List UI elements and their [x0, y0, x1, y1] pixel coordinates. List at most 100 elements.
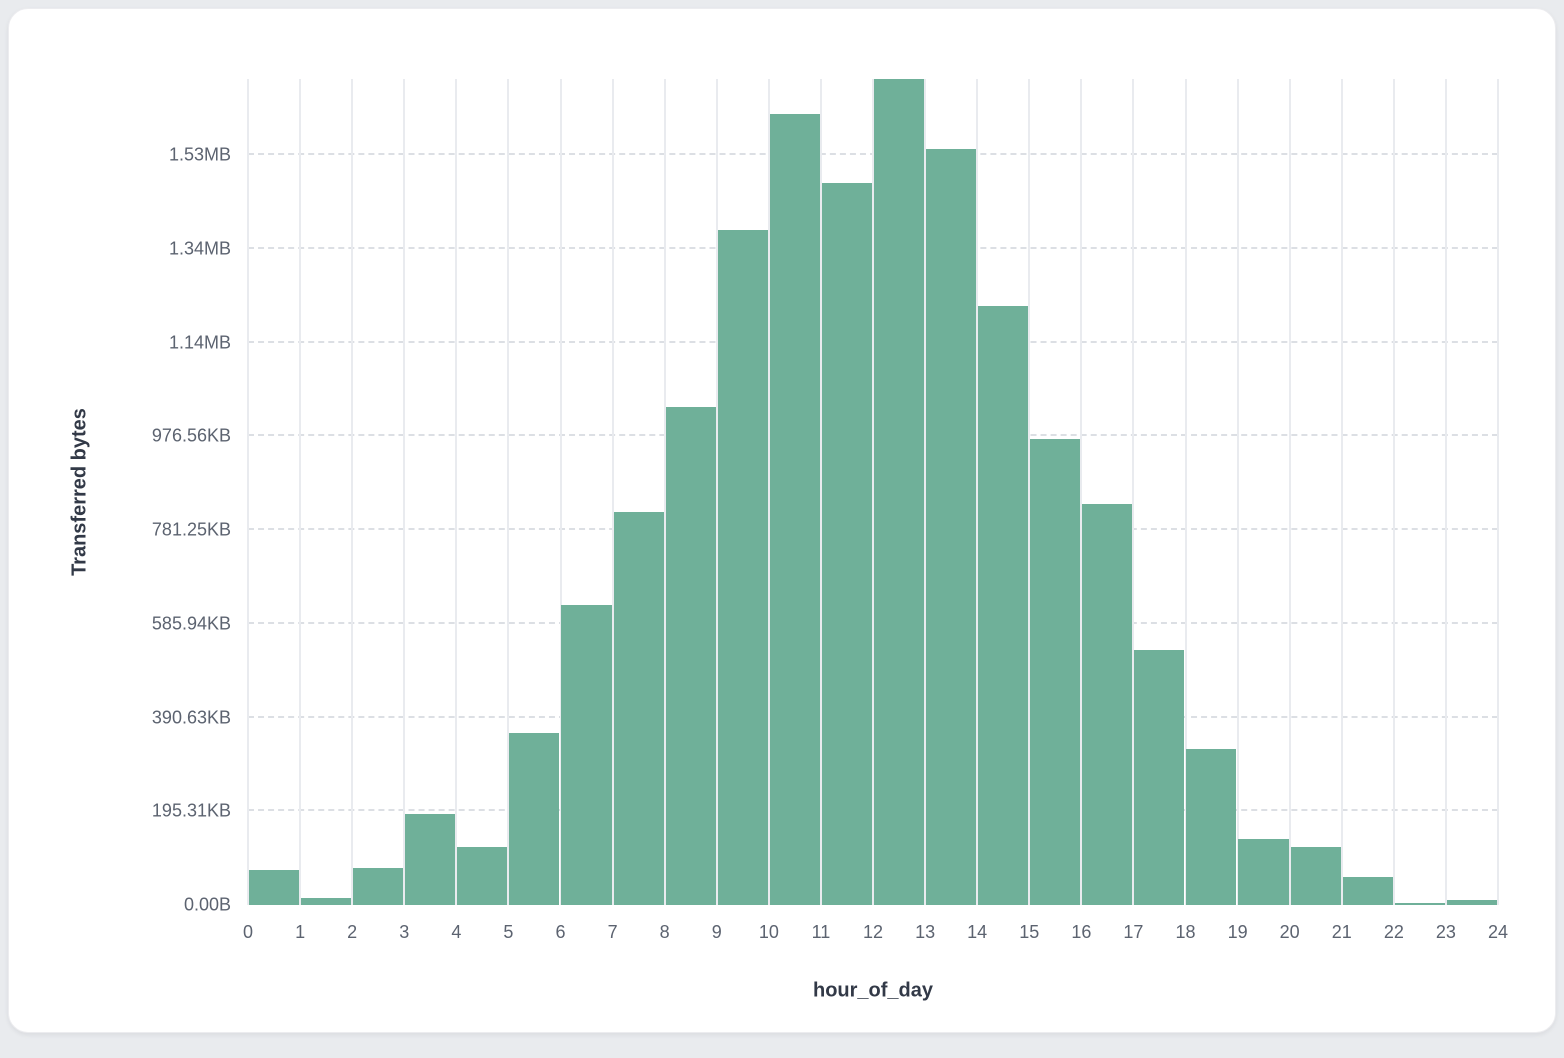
x-tick-label: 19 — [1227, 922, 1248, 942]
grid-layer — [247, 79, 1499, 905]
bar-hour-22[interactable] — [1394, 903, 1445, 905]
bar-hour-3[interactable] — [405, 813, 456, 905]
v-gridline — [247, 79, 249, 905]
v-gridline — [872, 79, 874, 905]
bar-cell-hour-13 — [925, 79, 977, 905]
bars-layer — [248, 79, 1498, 905]
bar-hour-7[interactable] — [613, 512, 664, 905]
bar-hour-21[interactable] — [1342, 876, 1393, 905]
bar-hour-9[interactable] — [717, 230, 768, 905]
bar-hour-16[interactable] — [1082, 504, 1133, 905]
bar-hour-0[interactable] — [249, 869, 300, 905]
bar-cell-hour-9 — [717, 79, 769, 905]
x-tick-label: 11 — [811, 922, 831, 942]
v-gridline — [455, 79, 458, 905]
y-tick-label: 976.56KB — [151, 425, 231, 446]
v-gridline — [351, 79, 354, 905]
v-gridline — [1080, 79, 1083, 905]
bar-hour-10[interactable] — [769, 114, 820, 905]
bar-cell-hour-6 — [560, 79, 612, 905]
bar-cell-hour-8 — [665, 79, 717, 905]
bar-cell-hour-21 — [1342, 79, 1394, 905]
bar-cell-hour-2 — [352, 79, 404, 905]
x-tick-label: 18 — [1175, 922, 1196, 942]
x-axis-tick-labels: 0 1 2 3 4 5 6 7 8 9 10 11 12 13 14 15 16 17 18 19 20 21 22 23 24 — [243, 922, 1508, 952]
bar-cell-hour-18 — [1185, 79, 1237, 905]
bar-hour-11[interactable] — [821, 183, 872, 905]
bar-cell-hour-14 — [977, 79, 1029, 905]
v-gridline — [1497, 79, 1499, 905]
v-gridline — [663, 79, 666, 905]
v-gridline — [1236, 79, 1239, 905]
v-gridline — [1184, 79, 1187, 905]
x-tick-label: 8 — [659, 922, 670, 942]
x-tick-label: 12 — [862, 922, 884, 942]
bar-cell-hour-3 — [404, 79, 456, 905]
v-gridline — [507, 79, 510, 905]
v-gridline — [559, 79, 562, 905]
bar-cell-hour-16 — [1081, 79, 1133, 905]
bar-hour-19[interactable] — [1238, 838, 1289, 905]
bar-cell-hour-19 — [1237, 79, 1289, 905]
bar-hour-2[interactable] — [353, 868, 404, 905]
v-gridline — [924, 79, 927, 905]
x-tick-label: 6 — [555, 922, 566, 942]
y-tick-label: 195.31KB — [151, 800, 231, 821]
v-gridline — [715, 79, 718, 905]
bar-cell-hour-17 — [1133, 79, 1185, 905]
bar-cell-hour-23 — [1446, 79, 1498, 905]
y-tick-label: 1.53MB — [168, 144, 231, 165]
chart-card: 0.00B 195.31KB 390.63KB 585.94KB 781.25KB 976… — [8, 8, 1556, 1033]
x-tick-label: 2 — [347, 922, 358, 942]
bar-hour-14[interactable] — [978, 306, 1029, 905]
bar-hour-12[interactable] — [873, 79, 925, 905]
v-gridline — [299, 79, 302, 905]
x-tick-label: 20 — [1279, 922, 1300, 942]
v-gridline — [976, 79, 979, 905]
x-tick-label: 21 — [1331, 922, 1352, 942]
bar-cell-hour-4 — [456, 79, 508, 905]
bar-cell-hour-15 — [1029, 79, 1081, 905]
bar-cell-hour-12 — [873, 79, 925, 905]
x-tick-label: 17 — [1123, 922, 1144, 942]
bar-hour-13[interactable] — [926, 149, 977, 905]
x-tick-label: 5 — [503, 922, 514, 942]
v-gridline — [819, 79, 822, 905]
plot-area — [247, 79, 1499, 905]
x-tick-label: 4 — [451, 922, 462, 942]
bar-hour-8[interactable] — [665, 406, 716, 905]
bar-cell-hour-1 — [300, 79, 352, 905]
v-gridline — [1340, 79, 1343, 905]
bar-hour-18[interactable] — [1186, 748, 1237, 905]
bar-cell-hour-7 — [613, 79, 665, 905]
x-tick-label: 23 — [1435, 922, 1456, 942]
bar-hour-15[interactable] — [1030, 439, 1081, 905]
bar-hour-20[interactable] — [1290, 846, 1341, 905]
v-gridline — [1288, 79, 1291, 905]
x-axis-title: hour_of_day — [812, 979, 934, 1002]
bar-hour-4[interactable] — [457, 846, 508, 905]
x-tick-label: 7 — [607, 922, 618, 942]
x-tick-label: 13 — [915, 922, 936, 942]
v-gridline — [767, 79, 770, 905]
bar-hour-17[interactable] — [1134, 649, 1185, 905]
x-tick-label: 10 — [758, 922, 779, 942]
bar-hour-23[interactable] — [1446, 899, 1497, 905]
bar-cell-hour-11 — [821, 79, 873, 905]
bar-cell-hour-5 — [508, 79, 560, 905]
bar-hour-1[interactable] — [301, 897, 352, 905]
bar-cell-hour-20 — [1290, 79, 1342, 905]
v-gridline — [1132, 79, 1135, 905]
x-tick-label: 22 — [1383, 922, 1404, 942]
y-tick-label: 585.94KB — [151, 613, 231, 634]
y-tick-label: 1.14MB — [168, 332, 231, 353]
bar-hour-6[interactable] — [561, 604, 612, 905]
y-axis-tick-labels: 0.00B 195.31KB 390.63KB 585.94KB 781.25KB 976… — [9, 79, 231, 915]
bar-hour-5[interactable] — [509, 732, 560, 905]
y-tick-label: 0.00B — [183, 894, 231, 915]
y-tick-label: 1.34MB — [168, 238, 231, 259]
v-gridline — [1028, 79, 1031, 905]
v-gridline — [403, 79, 406, 905]
x-tick-label: 0 — [242, 922, 254, 942]
